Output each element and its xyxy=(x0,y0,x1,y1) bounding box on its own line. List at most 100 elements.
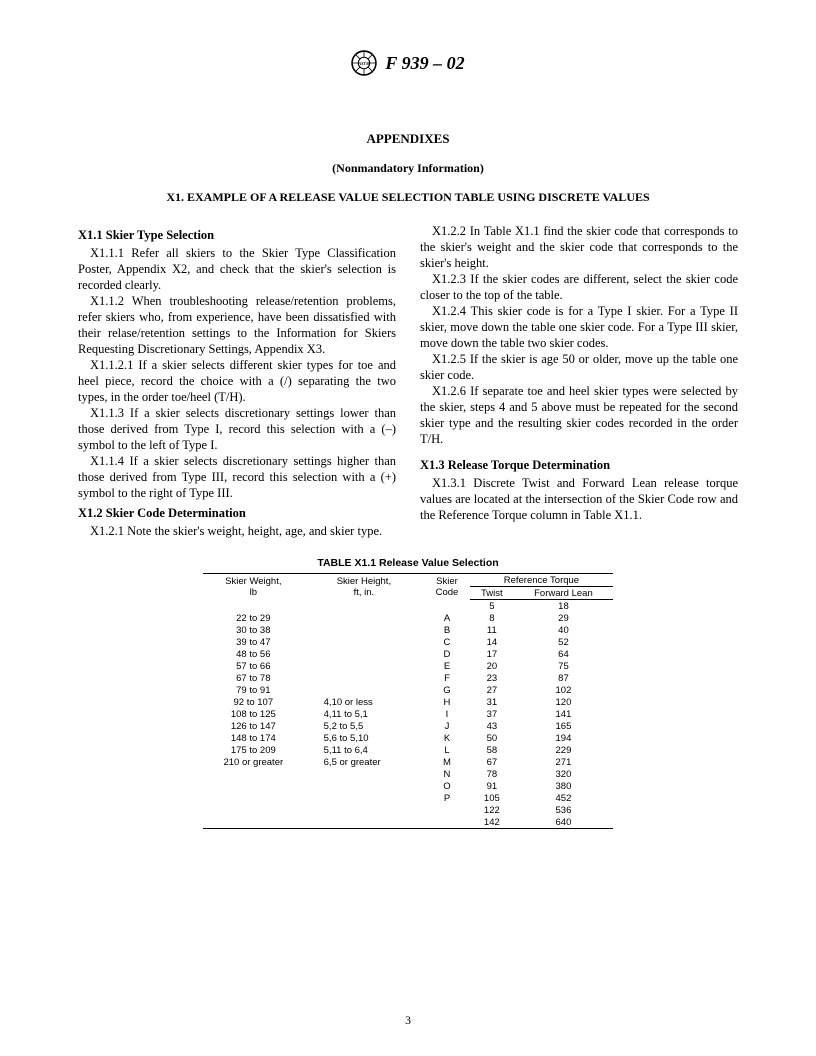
table-cell: 17 xyxy=(470,648,514,660)
table-cell: 640 xyxy=(514,816,613,829)
table-cell: N xyxy=(424,768,470,780)
x1-title: X1. EXAMPLE OF A RELEASE VALUE SELECTION… xyxy=(78,190,738,205)
table-cell xyxy=(424,804,470,816)
table-cell: 39 to 47 xyxy=(203,636,304,648)
th-code-l1: Skier xyxy=(436,576,458,587)
para-x1.2.3: X1.2.3 If the skier codes are different,… xyxy=(420,271,738,303)
nonmandatory-label: (Nonmandatory Information) xyxy=(78,161,738,176)
table-cell xyxy=(203,792,304,804)
left-column: X1.1 Skier Type Selection X1.1.1 Refer a… xyxy=(78,223,396,539)
table-cell: 126 to 147 xyxy=(203,720,304,732)
table-cell xyxy=(304,792,425,804)
table-cell: 5,11 to 6,4 xyxy=(304,744,425,756)
table-cell: 5,2 to 5,5 xyxy=(304,720,425,732)
para-x1.1.3: X1.1.3 If a skier selects discretionary … xyxy=(78,405,396,453)
th-twist: Twist xyxy=(470,587,514,600)
table-cell: 5,6 to 5,10 xyxy=(304,732,425,744)
table-cell xyxy=(304,804,425,816)
section-x1.1-head: X1.1 Skier Type Selection xyxy=(78,227,396,243)
table-cell: 165 xyxy=(514,720,613,732)
table-cell: K xyxy=(424,732,470,744)
para-x1.3.1: X1.3.1 Discrete Twist and Forward Lean r… xyxy=(420,475,738,523)
table-cell: 18 xyxy=(514,600,613,613)
table-row: 122536 xyxy=(203,804,613,816)
table-row: 108 to 1254,11 to 5,1I37141 xyxy=(203,708,613,720)
table-cell: 142 xyxy=(470,816,514,829)
table-cell: 92 to 107 xyxy=(203,696,304,708)
table-cell: 30 to 38 xyxy=(203,624,304,636)
table-cell: O xyxy=(424,780,470,792)
table-cell xyxy=(424,600,470,613)
table-cell: 29 xyxy=(514,612,613,624)
table-title: TABLE X1.1 Release Value Selection xyxy=(203,557,613,569)
table-cell: 52 xyxy=(514,636,613,648)
table-cell: 37 xyxy=(470,708,514,720)
table-cell: B xyxy=(424,624,470,636)
table-cell: C xyxy=(424,636,470,648)
table-cell: 79 to 91 xyxy=(203,684,304,696)
section-x1.2-head: X1.2 Skier Code Determination xyxy=(78,505,396,521)
table-cell: 194 xyxy=(514,732,613,744)
table-row: 148 to 1745,6 to 5,10K50194 xyxy=(203,732,613,744)
table-row: 175 to 2095,11 to 6,4L58229 xyxy=(203,744,613,756)
table-cell: 6,5 or greater xyxy=(304,756,425,768)
table-cell: 78 xyxy=(470,768,514,780)
table-cell xyxy=(424,816,470,829)
table-cell: 67 to 78 xyxy=(203,672,304,684)
para-x1.2.1: X1.2.1 Note the skier's weight, height, … xyxy=(78,523,396,539)
table-cell: H xyxy=(424,696,470,708)
table-row: 210 or greater6,5 or greaterM67271 xyxy=(203,756,613,768)
table-cell xyxy=(203,768,304,780)
table-row: 39 to 47C1452 xyxy=(203,636,613,648)
table-cell: 536 xyxy=(514,804,613,816)
table-cell: 148 to 174 xyxy=(203,732,304,744)
table-row: 142640 xyxy=(203,816,613,829)
table-cell: 8 xyxy=(470,612,514,624)
table-cell xyxy=(304,780,425,792)
page-number: 3 xyxy=(0,1013,816,1028)
table-cell: E xyxy=(424,660,470,672)
table-row: 126 to 1475,2 to 5,5J43165 xyxy=(203,720,613,732)
svg-text:ASTM: ASTM xyxy=(358,61,371,66)
table-cell: 91 xyxy=(470,780,514,792)
table-cell: 320 xyxy=(514,768,613,780)
table-row: N78320 xyxy=(203,768,613,780)
th-lean: Forward Lean xyxy=(514,587,613,600)
table-cell xyxy=(203,816,304,829)
table-cell xyxy=(304,624,425,636)
table-cell xyxy=(304,768,425,780)
para-x1.1.1: X1.1.1 Refer all skiers to the Skier Typ… xyxy=(78,245,396,293)
astm-logo: ASTM xyxy=(351,50,377,76)
table-cell xyxy=(304,612,425,624)
th-height-l1: Skier Height, xyxy=(337,576,391,587)
para-x1.2.2: X1.2.2 In Table X1.1 find the skier code… xyxy=(420,223,738,271)
table-cell: 105 xyxy=(470,792,514,804)
th-weight-l2: lb xyxy=(250,587,257,598)
right-column: X1.2.2 In Table X1.1 find the skier code… xyxy=(420,223,738,539)
table-cell xyxy=(203,600,304,613)
th-weight-l1: Skier Weight, xyxy=(225,576,281,587)
table-cell: 87 xyxy=(514,672,613,684)
table-row: 518 xyxy=(203,600,613,613)
para-x1.2.5: X1.2.5 If the skier is age 50 or older, … xyxy=(420,351,738,383)
table-row: 79 to 91G27102 xyxy=(203,684,613,696)
table-cell: 175 to 209 xyxy=(203,744,304,756)
table-cell: A xyxy=(424,612,470,624)
table-row: P105452 xyxy=(203,792,613,804)
table-cell: 229 xyxy=(514,744,613,756)
table-cell xyxy=(304,672,425,684)
table-cell: 120 xyxy=(514,696,613,708)
table-row: 22 to 29A829 xyxy=(203,612,613,624)
table-row: 57 to 66E2075 xyxy=(203,660,613,672)
table-cell: 271 xyxy=(514,756,613,768)
table-cell: 48 to 56 xyxy=(203,648,304,660)
table-row: O91380 xyxy=(203,780,613,792)
section-x1.3-head: X1.3 Release Torque Determination xyxy=(420,457,738,473)
table-cell: 75 xyxy=(514,660,613,672)
table-cell: F xyxy=(424,672,470,684)
table-cell: 43 xyxy=(470,720,514,732)
table-cell: 122 xyxy=(470,804,514,816)
table-cell: 40 xyxy=(514,624,613,636)
table-cell: 57 to 66 xyxy=(203,660,304,672)
table-cell: 108 to 125 xyxy=(203,708,304,720)
